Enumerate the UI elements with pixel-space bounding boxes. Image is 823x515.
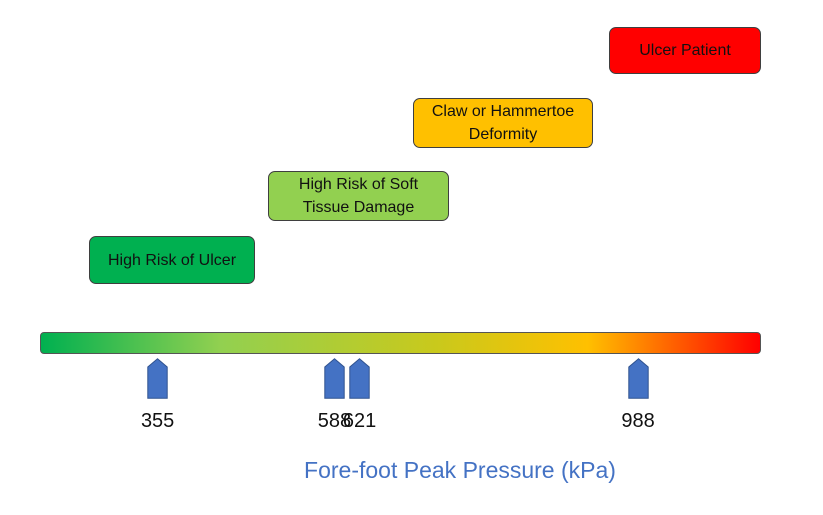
threshold-marker bbox=[324, 358, 345, 399]
category-label: Ulcer Patient bbox=[639, 42, 731, 59]
axis-title: Fore-foot Peak Pressure (kPa) bbox=[304, 457, 616, 483]
threshold-marker bbox=[349, 358, 370, 399]
threshold-label: 355 bbox=[140, 410, 175, 432]
threshold-label: 621 bbox=[342, 410, 377, 432]
threshold-label: 588 bbox=[317, 410, 352, 432]
category-high-risk-of-ulcer: High Risk of Ulcer bbox=[89, 236, 255, 284]
category-claw-hammertoe-deformity: Claw or Hammertoe Deformity bbox=[413, 98, 593, 148]
category-label: High Risk of Soft Tissue Damage bbox=[298, 176, 419, 216]
category-high-risk-soft-tissue-damage: High Risk of Soft Tissue Damage bbox=[268, 171, 449, 221]
category-ulcer-patient: Ulcer Patient bbox=[609, 27, 761, 74]
pressure-gradient-bar bbox=[40, 332, 761, 354]
threshold-marker bbox=[627, 358, 649, 399]
threshold-marker bbox=[147, 358, 168, 399]
category-label: Claw or Hammertoe Deformity bbox=[431, 103, 575, 143]
category-label: High Risk of Ulcer bbox=[107, 251, 237, 269]
threshold-label: 988 bbox=[621, 410, 655, 432]
